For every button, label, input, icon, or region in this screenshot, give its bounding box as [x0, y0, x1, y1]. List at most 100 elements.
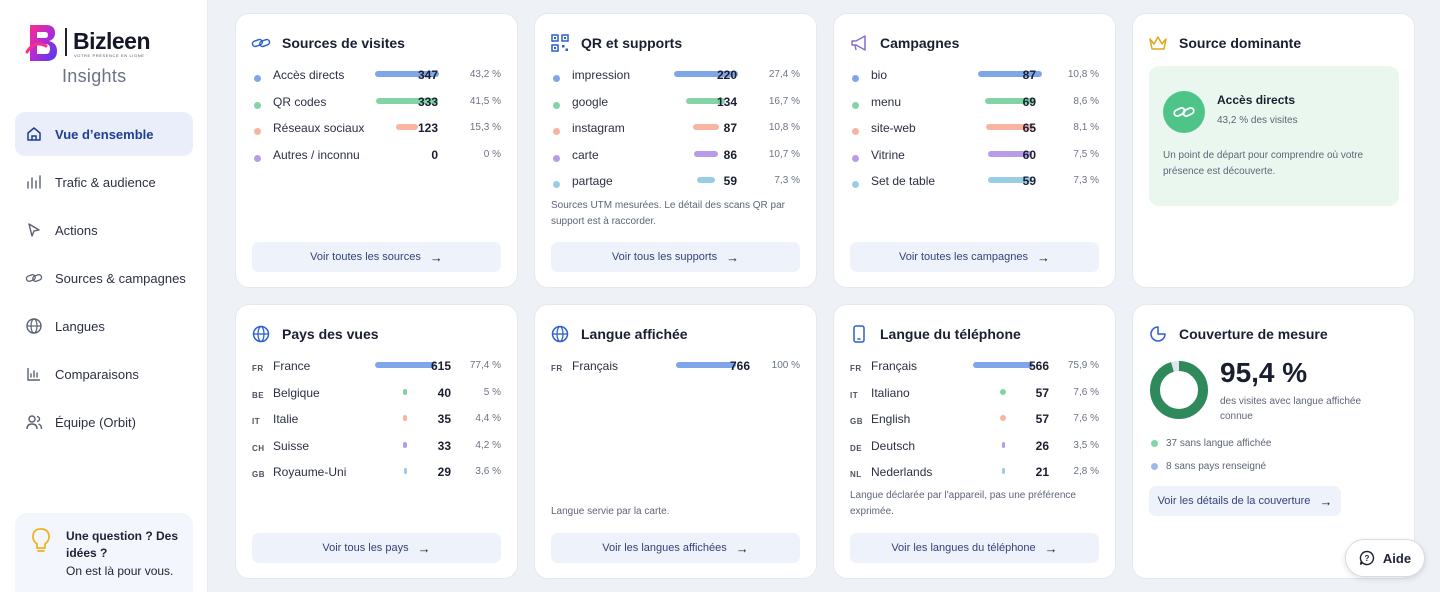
view-sources-button[interactable]: Voir toutes les sources → [252, 242, 501, 272]
row-value: 35 [437, 412, 451, 426]
sidebar-item-label: Trafic & audience [55, 174, 156, 190]
row-bar [1001, 468, 1005, 474]
card-sources: Sources de visites Accès directs 347 43,2 … [235, 13, 518, 288]
row-bar [403, 468, 407, 474]
globe-icon [25, 317, 43, 335]
help-button[interactable]: ? Aide [1345, 539, 1425, 577]
crown-icon [1148, 33, 1168, 53]
row-percent: 3,5 % [1073, 439, 1099, 451]
row-bar [376, 97, 438, 104]
card-title: Campagnes [880, 35, 960, 51]
row-label: Suisse [273, 438, 310, 453]
arrow-right-icon: → [726, 249, 740, 265]
stat-row: QR codes 333 41,5 % [252, 94, 501, 121]
stat-row: partage 59 7,3 % [551, 173, 800, 200]
row-bar [1001, 441, 1005, 448]
legend-dot [553, 181, 560, 188]
row-label: Autres / inconnu [273, 147, 360, 162]
qr-code-icon [550, 33, 570, 53]
row-value: 87 [1022, 68, 1036, 82]
legend-dot [254, 128, 261, 135]
users-icon [25, 413, 43, 431]
stat-row: NL Nederlands 21 2,8 % [850, 464, 1099, 491]
megaphone-icon [849, 33, 869, 53]
legend-dot [254, 75, 261, 82]
row-label: impression [572, 68, 631, 82]
arrow-right-icon: → [429, 249, 443, 265]
bar-chart-icon [25, 173, 43, 191]
dominant-source-name: Accès directs [1217, 93, 1296, 107]
sidebar: Bizleen VOTRE PRÉSENCE EN LIGNE Insights… [0, 0, 208, 592]
card-note: Langue déclarée par l'appareil, pas une … [850, 490, 1076, 517]
view-displayed-languages-button[interactable]: Voir les langues affichées → [551, 533, 800, 563]
phone-icon [849, 324, 869, 344]
row-percent: 100 % [771, 360, 800, 371]
sidebar-item-traffic[interactable]: Trafic & audience [15, 160, 193, 204]
row-percent: 43,2 % [469, 69, 501, 80]
row-label: Italiano [871, 385, 910, 400]
row-percent: 5 % [483, 386, 501, 398]
card-title: Langue affichée [581, 326, 688, 342]
row-label: Vitrine [871, 147, 905, 162]
view-countries-button[interactable]: Voir tous les pays → [252, 533, 501, 563]
row-label: site-web [871, 121, 916, 135]
row-bar [693, 124, 719, 130]
row-bar [676, 362, 736, 368]
legend-dot [553, 154, 560, 162]
row-value: 333 [417, 94, 438, 109]
country-code: DE [850, 443, 863, 453]
brand-tagline: VOTRE PRÉSENCE EN LIGNE [74, 53, 145, 58]
dominant-source-panel: Accès directs 43,2 % des visites Un poin… [1149, 66, 1399, 206]
card-title: Langue du téléphone [880, 326, 1021, 342]
section-name: Insights [62, 66, 127, 86]
row-bar [697, 177, 715, 183]
country-code: GB [850, 417, 863, 426]
stat-row: Set de table 59 7,3 % [850, 173, 1099, 200]
globe-icon [550, 324, 570, 344]
card-coverage: Couverture de mesure 95,4 % des visites … [1132, 304, 1415, 579]
row-value: 87 [723, 121, 737, 135]
view-coverage-details-button[interactable]: Voir les détails de la couverture → [1149, 486, 1341, 516]
row-label: instagram [572, 121, 625, 135]
chart-icon [25, 365, 43, 383]
coverage-missing-language: 37 sans langue affichée [1151, 438, 1271, 449]
card-title: QR et supports [581, 35, 683, 51]
card-note: Sources UTM mesurées. Le détail des scan… [551, 200, 785, 227]
svg-text:?: ? [1364, 554, 1369, 563]
card-displayed-language: Langue affichée FR Français 766 100 % Langu… [534, 304, 817, 579]
arrow-right-icon: → [735, 540, 749, 556]
arrow-right-icon: → [417, 540, 431, 556]
row-value: 21 [1035, 465, 1049, 479]
sidebar-item-comparisons[interactable]: Comparaisons [15, 352, 193, 396]
row-bar [999, 388, 1006, 395]
row-bar [693, 150, 719, 157]
sidebar-item-languages[interactable]: Langues [15, 304, 193, 348]
coverage-ring-chart [1150, 361, 1208, 419]
row-value: 566 [1028, 359, 1049, 373]
row-label: partage [572, 174, 613, 188]
legend-dot [852, 128, 859, 135]
sidebar-item-label: Comparaisons [55, 366, 139, 382]
view-phone-languages-button[interactable]: Voir les langues du téléphone → [850, 533, 1099, 563]
stat-row: google 134 16,7 % [551, 94, 800, 121]
sidebar-item-overview[interactable]: Vue d’ensemble [15, 112, 193, 156]
view-supports-button[interactable]: Voir tous les supports → [551, 242, 800, 272]
row-value: 59 [1022, 174, 1036, 188]
row-percent: 0 % [483, 148, 501, 160]
row-bar [686, 97, 726, 104]
row-percent: 27,4 % [768, 69, 800, 80]
view-campaigns-button[interactable]: Voir toutes les campagnes → [850, 242, 1099, 272]
row-bar [375, 71, 439, 77]
sidebar-item-sources[interactable]: Sources & campagnes [15, 256, 193, 300]
country-code: FR [551, 364, 563, 373]
row-bar [973, 362, 1033, 368]
row-label: Réseaux sociaux [273, 121, 365, 135]
help-box[interactable]: Une question ? Des idées ? On est là pou… [15, 513, 193, 592]
help-question: Une question ? Des idées ? [66, 529, 179, 560]
sidebar-item-actions[interactable]: Actions [15, 208, 193, 252]
logo[interactable]: Bizleen VOTRE PRÉSENCE EN LIGNE Insights [24, 22, 194, 92]
row-percent: 16,7 % [768, 95, 800, 107]
card-title: Sources de visites [282, 35, 405, 51]
sidebar-item-team[interactable]: Équipe (Orbit) [15, 400, 193, 444]
row-value: 347 [417, 68, 438, 82]
